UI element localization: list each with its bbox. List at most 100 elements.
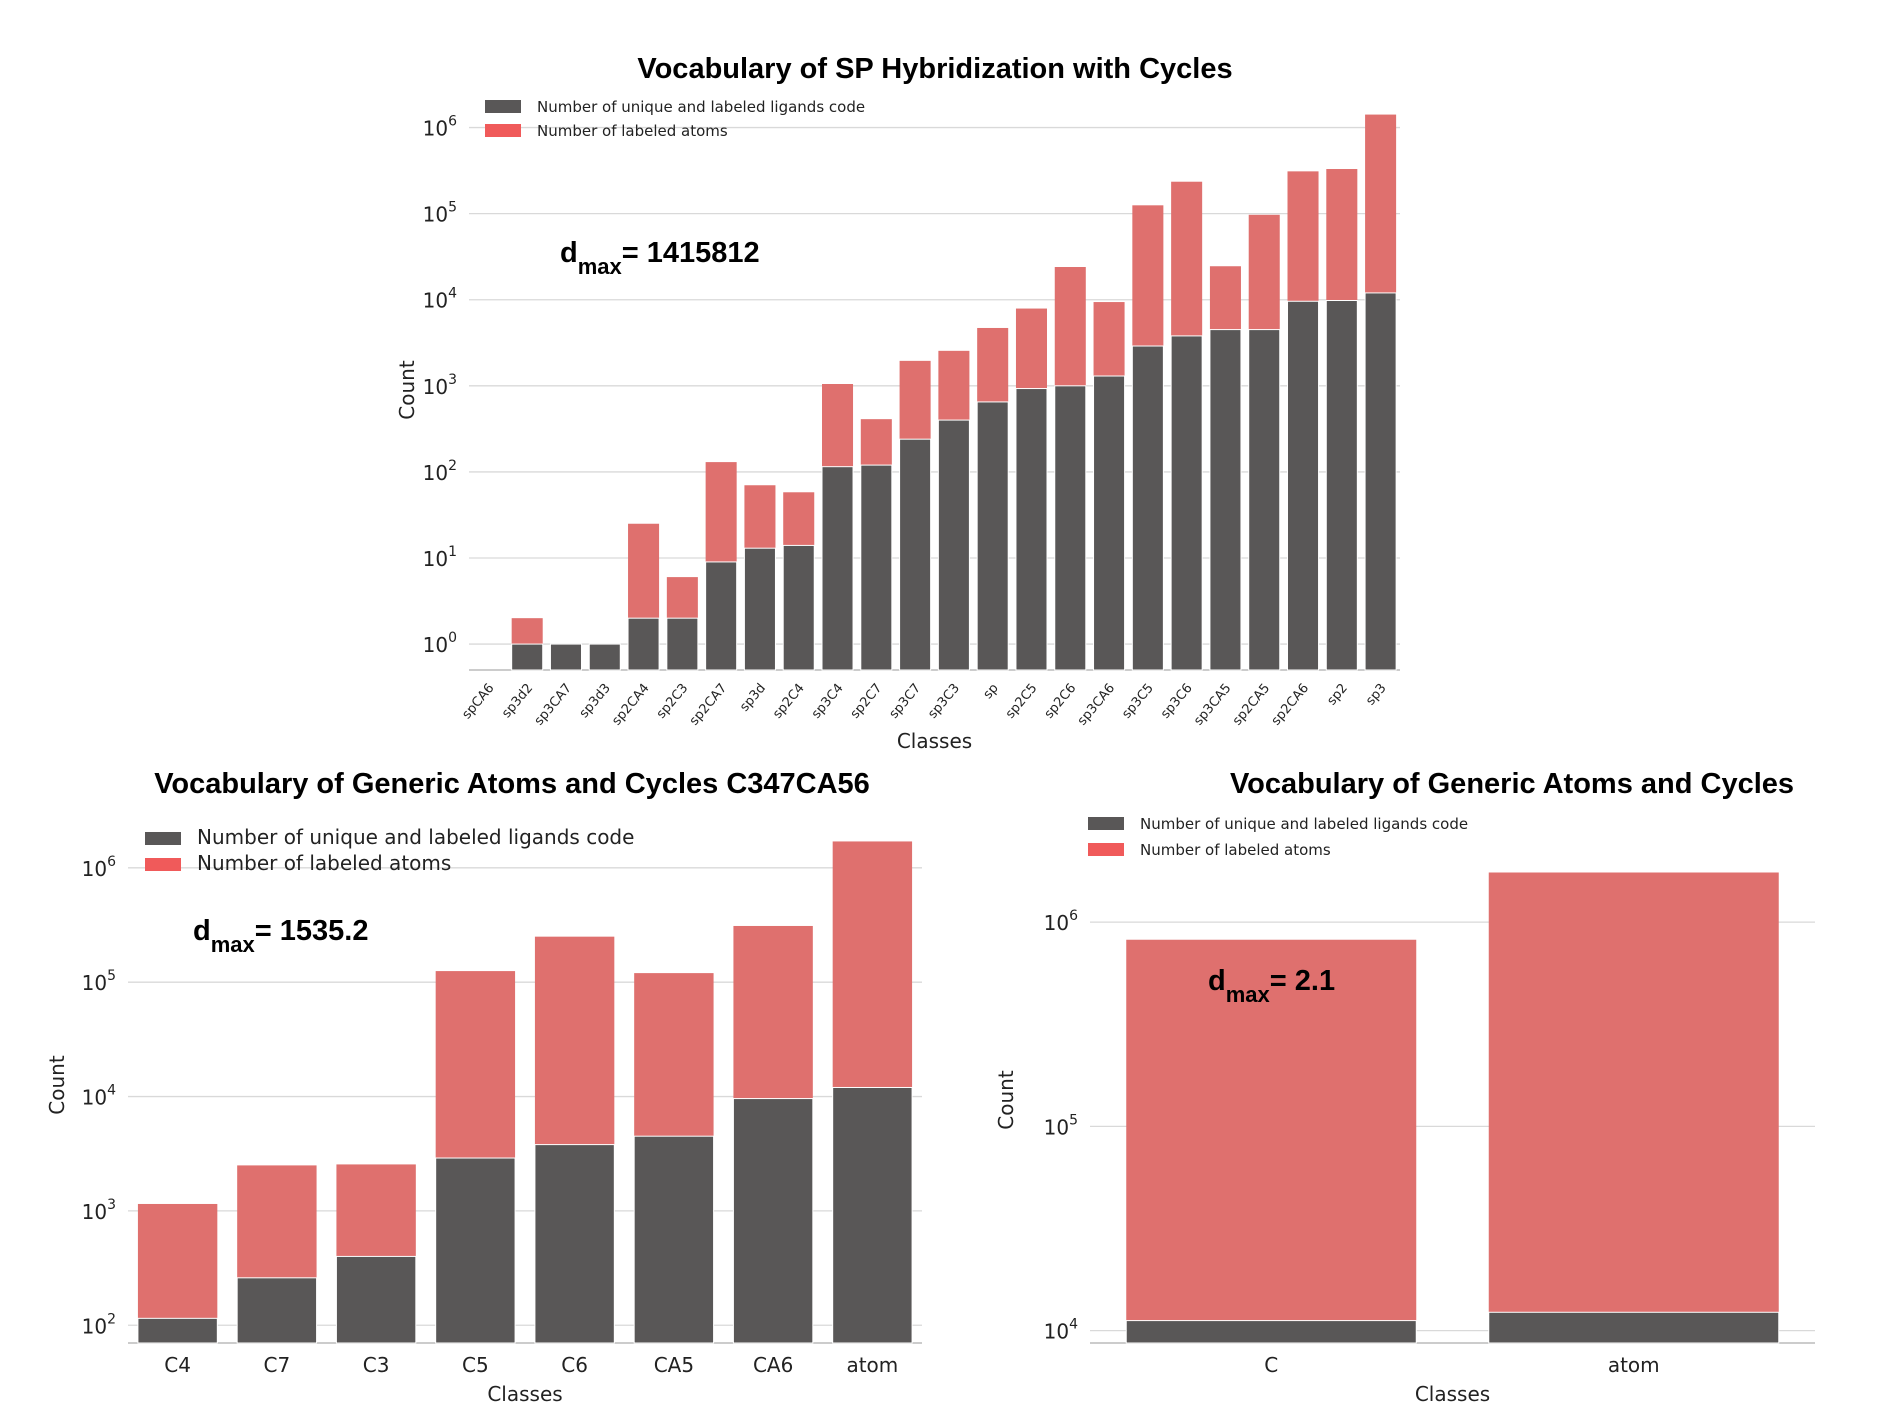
y-tick-label: 104 <box>1044 1317 1078 1344</box>
x-axis-label: Classes <box>897 729 972 753</box>
y-tick-label: 104 <box>82 1083 116 1110</box>
legend-swatch <box>145 832 181 845</box>
x-tick-label: sp3d <box>737 681 769 715</box>
y-tick-label: 103 <box>82 1197 116 1224</box>
dmax-annotation: dmax= 2.1 <box>1208 965 1335 1007</box>
bar-labeled-atoms <box>1126 939 1417 1343</box>
y-tick-label: 105 <box>423 200 457 227</box>
bar-labeled-atoms <box>1488 872 1779 1343</box>
legend-label: Number of unique and labeled ligands cod… <box>537 98 865 116</box>
y-axis-label: Count <box>994 1070 1018 1130</box>
y-tick-label: 104 <box>423 286 457 313</box>
x-tick-label: sp3C6 <box>1158 681 1196 722</box>
legend-label: Number of unique and labeled ligands cod… <box>1140 815 1468 833</box>
y-tick-label: 105 <box>1044 1112 1078 1139</box>
y-tick-label: 100 <box>423 630 457 657</box>
bar-unique-ligands <box>1325 299 1358 671</box>
x-tick-label: sp2CA6 <box>1269 681 1312 729</box>
x-tick-label: C <box>1264 1353 1278 1377</box>
bar-unique-ligands <box>1287 300 1320 671</box>
y-tick-label: 102 <box>423 458 457 485</box>
x-tick-label: atom <box>1608 1353 1660 1377</box>
x-tick-label: sp2CA7 <box>687 681 730 729</box>
bar-unique-ligands <box>976 401 1009 671</box>
bar-unique-ligands <box>335 1255 417 1344</box>
bar-unique-ligands <box>435 1157 516 1344</box>
x-tick-label: sp3CA6 <box>1075 681 1118 729</box>
x-tick-label: sp3C5 <box>1119 681 1157 722</box>
bar-unique-ligands <box>1209 329 1242 671</box>
legend-swatch <box>1088 817 1124 830</box>
bar-unique-ligands <box>1125 1320 1417 1344</box>
legend-swatch <box>145 858 181 871</box>
bar-unique-ligands <box>137 1317 218 1344</box>
x-tick-label: sp3CA5 <box>1191 681 1234 729</box>
bar-unique-ligands <box>782 544 815 671</box>
x-tick-label: sp3d3 <box>577 681 614 721</box>
bar-unique-ligands <box>1093 375 1126 671</box>
x-tick-label: sp2CA4 <box>609 681 652 729</box>
bar-unique-ligands <box>588 643 621 671</box>
x-tick-label: C7 <box>264 1353 291 1377</box>
bar-unique-ligands <box>1488 1311 1780 1344</box>
y-tick-label: 101 <box>423 544 457 571</box>
chart-title: Vocabulary of SP Hybridization with Cycl… <box>637 53 1232 85</box>
legend-label: Number of labeled atoms <box>537 122 728 140</box>
x-tick-label: C4 <box>164 1353 191 1377</box>
y-axis-label: Count <box>45 1055 69 1115</box>
y-tick-label: 103 <box>423 372 457 399</box>
x-tick-label: CA5 <box>654 1353 694 1377</box>
x-tick-label: sp2 <box>1324 681 1350 708</box>
bar-unique-ligands <box>899 438 932 671</box>
chart-2: Vocabulary of Generic Atoms and Cycles 10… <box>994 768 1815 1406</box>
chart-title: Vocabulary of Generic Atoms and Cycles <box>1230 768 1794 800</box>
bar-unique-ligands <box>832 1086 913 1344</box>
chart-0: Vocabulary of SP Hybridization with Cycl… <box>395 53 1400 753</box>
x-tick-label: sp2C5 <box>1003 681 1041 722</box>
bar-unique-ligands <box>511 643 544 671</box>
dmax-annotation: dmax= 1535.2 <box>193 915 368 957</box>
bar-unique-ligands <box>627 617 660 671</box>
x-tick-label: sp3C4 <box>809 681 847 722</box>
bar-unique-ligands <box>1054 385 1087 671</box>
x-tick-label: sp3CA7 <box>532 681 575 729</box>
bar-unique-ligands <box>666 617 699 671</box>
legend-label: Number of labeled atoms <box>197 851 451 875</box>
bar-unique-ligands <box>534 1144 615 1344</box>
bar-unique-ligands <box>705 561 738 671</box>
bar-unique-ligands <box>1015 388 1048 671</box>
x-tick-label: spCA6 <box>459 681 497 722</box>
y-axis-label: Count <box>395 360 419 420</box>
x-tick-label: sp3d2 <box>499 681 536 721</box>
x-tick-label: C6 <box>561 1353 588 1377</box>
y-tick-label: 106 <box>82 854 116 881</box>
legend-swatch <box>1088 843 1124 856</box>
y-tick-label: 102 <box>82 1311 116 1338</box>
x-tick-label: sp3 <box>1363 681 1389 708</box>
bar-unique-ligands <box>549 643 582 671</box>
x-tick-label: C5 <box>462 1353 489 1377</box>
bar-unique-ligands <box>732 1098 814 1344</box>
x-tick-label: sp2C3 <box>654 681 692 722</box>
dmax-annotation: dmax= 1415812 <box>560 237 760 279</box>
x-tick-label: sp3C7 <box>887 681 925 722</box>
x-tick-label: sp3C3 <box>925 681 963 722</box>
bar-unique-ligands <box>1131 345 1164 671</box>
bar-unique-ligands <box>937 419 970 671</box>
x-tick-label: sp2C4 <box>770 681 808 722</box>
bar-unique-ligands <box>743 547 776 671</box>
legend-swatch <box>485 124 521 137</box>
bar-unique-ligands <box>1364 292 1397 671</box>
bar-unique-ligands <box>633 1135 715 1344</box>
y-tick-label: 105 <box>82 968 116 995</box>
y-tick-label: 106 <box>1044 908 1078 935</box>
x-tick-label: atom <box>846 1353 898 1377</box>
x-tick-label: C3 <box>363 1353 390 1377</box>
x-tick-label: sp2C7 <box>848 681 886 722</box>
bar-unique-ligands <box>1248 329 1281 671</box>
chart-1: Vocabulary of Generic Atoms and Cycles C… <box>45 768 922 1406</box>
x-tick-label: sp2CA5 <box>1230 681 1273 729</box>
legend-label: Number of unique and labeled ligands cod… <box>197 825 634 849</box>
